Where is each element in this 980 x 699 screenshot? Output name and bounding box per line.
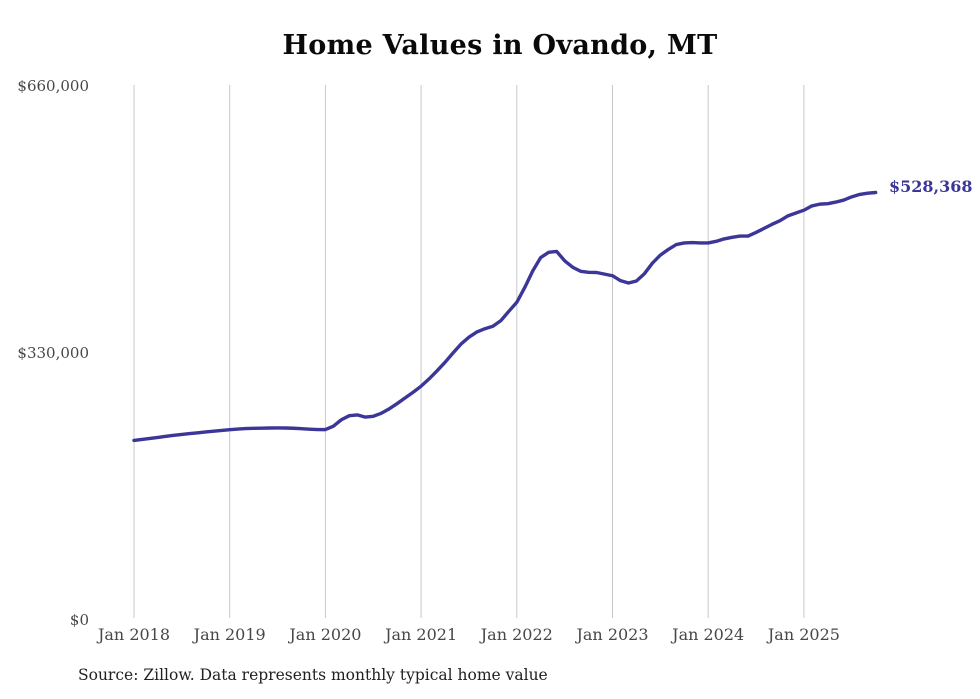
vertical-gridlines [133,85,805,618]
x-tick-label: Jan 2024 [672,625,745,644]
y-tick-label: $660,000 [17,77,89,95]
chart-title: Home Values in Ovando, MT [282,30,718,61]
x-tick-label: Jan 2025 [767,625,840,644]
price-line [132,190,878,443]
latest-value-label: $528,368 [889,177,973,196]
source-note: Source: Zillow. Data represents monthly … [78,666,548,684]
x-tick-label: Jan 2019 [193,625,266,644]
y-tick-label: $0 [69,611,89,629]
x-tick-label: Jan 2021 [385,625,458,644]
x-tick-label: Jan 2020 [289,625,362,644]
y-tick-label: $330,000 [17,344,89,362]
x-tick-label: Jan 2023 [576,625,649,644]
x-tick-label: Jan 2022 [480,625,553,644]
x-tick-label: Jan 2018 [97,625,171,644]
